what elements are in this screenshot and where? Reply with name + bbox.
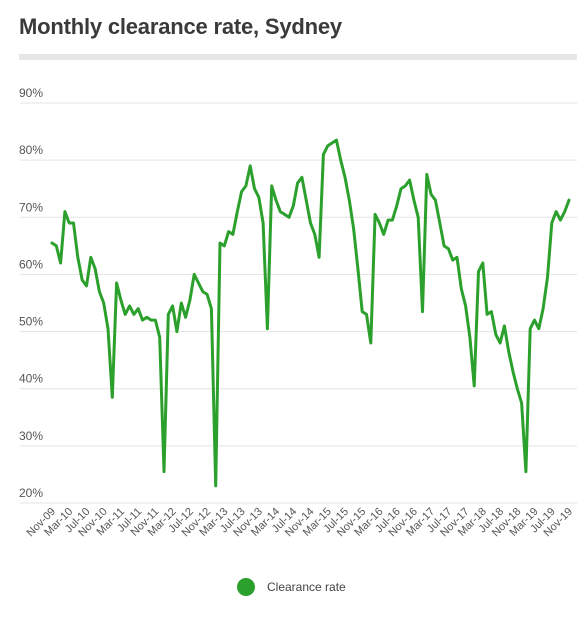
y-tick-label: 90% [19, 86, 43, 100]
legend-label: Clearance rate [267, 580, 346, 594]
y-tick-label: 40% [19, 372, 43, 386]
y-tick-label: 60% [19, 257, 43, 271]
y-tick-label: 20% [19, 486, 43, 500]
title-divider [19, 54, 577, 60]
legend[interactable]: Clearance rate [237, 578, 346, 596]
legend-swatch [237, 578, 255, 596]
chart-title: Monthly clearance rate, Sydney [19, 14, 342, 39]
series-line-clearance-rate [50, 138, 571, 488]
y-tick-label: 80% [19, 143, 43, 157]
line-chart: 20%30%40%50%60%70%80%90%Nov-09Mar-10Jul-… [19, 86, 577, 539]
y-tick-label: 50% [19, 315, 43, 329]
y-tick-label: 70% [19, 200, 43, 214]
y-tick-label: 30% [19, 429, 43, 443]
